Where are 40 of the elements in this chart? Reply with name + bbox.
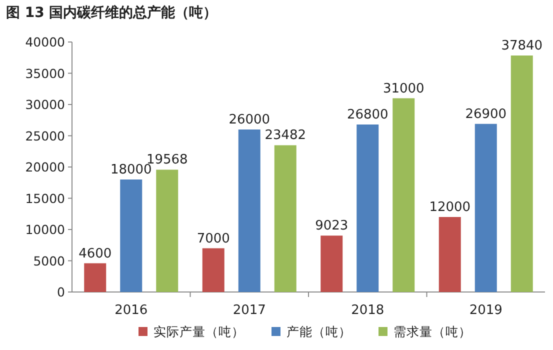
bar — [202, 248, 224, 292]
y-tick-label: 25000 — [25, 128, 66, 144]
bar — [238, 130, 260, 292]
chart-title: 图 13 国内碳纤维的总产能（吨） — [6, 4, 218, 21]
bar — [474, 124, 497, 292]
bar — [510, 56, 533, 292]
y-tick-label: 30000 — [25, 97, 66, 112]
legend-label: 产能（吨） — [286, 324, 352, 339]
bar — [120, 180, 142, 292]
y-tick-label: 20000 — [25, 160, 66, 174]
y-tick-label: 5000 — [33, 253, 66, 268]
data-label: 12000 — [429, 200, 471, 215]
x-tick-label: 2016 — [114, 303, 148, 318]
bar — [156, 170, 178, 292]
data-label: 37840 — [501, 38, 543, 54]
legend-label: 实际产量（吨） — [154, 324, 244, 339]
x-tick-label: 2019 — [469, 303, 502, 318]
data-label: 26000 — [228, 112, 270, 128]
data-label: 31000 — [382, 81, 424, 96]
bar — [392, 98, 415, 292]
data-label: 26900 — [465, 106, 507, 122]
data-label: 7000 — [196, 231, 230, 246]
data-label: 4600 — [78, 246, 112, 262]
data-label: 9023 — [315, 218, 348, 234]
bar — [356, 124, 379, 292]
y-tick-label: 10000 — [25, 222, 66, 237]
x-tick-label: 2018 — [351, 303, 384, 318]
y-tick-label: 15000 — [25, 190, 66, 206]
data-label: 18000 — [110, 162, 152, 178]
x-tick-label: 2017 — [232, 303, 266, 318]
y-tick-label: 0 — [57, 284, 66, 300]
y-tick-label: 35000 — [25, 66, 66, 81]
legend-label: 需求量（吨） — [394, 324, 472, 339]
bar — [84, 263, 106, 292]
data-label: 26800 — [346, 108, 388, 122]
y-tick-label: 40000 — [25, 34, 66, 50]
bar — [438, 217, 461, 292]
bar — [320, 236, 343, 292]
bar — [274, 145, 296, 292]
data-label: 23482 — [264, 128, 306, 144]
